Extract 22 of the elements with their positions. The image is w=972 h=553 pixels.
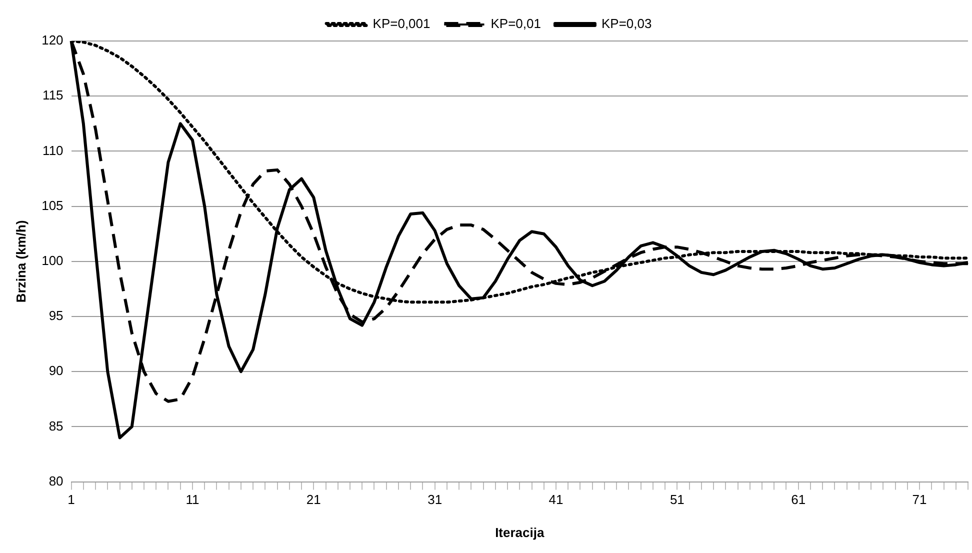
x-tick-label: 51 <box>670 492 684 508</box>
y-tick-label: 115 <box>42 88 64 103</box>
x-tick-label: 11 <box>186 492 200 508</box>
x-tick-label: 61 <box>791 492 806 508</box>
x-tick-label: 1 <box>68 492 75 508</box>
y-tick-label: 120 <box>42 32 64 48</box>
legend-label: KP=0,03 <box>601 16 652 32</box>
y-tick-label: 95 <box>48 308 64 324</box>
y-tick-label: 110 <box>42 142 64 158</box>
x-tick-label: 31 <box>428 492 442 508</box>
y-tick-label: 90 <box>48 363 64 378</box>
y-axis-title: Brzina (km/h) <box>13 220 28 303</box>
y-tick-label: 100 <box>42 252 64 268</box>
x-axis-title: Iteracija <box>495 524 545 540</box>
x-tick-label: 41 <box>548 492 564 508</box>
y-tick-label: 85 <box>48 418 64 434</box>
x-tick-label: 71 <box>912 492 927 508</box>
legend-label: KP=0,001 <box>372 16 430 32</box>
y-tick-label: 80 <box>48 473 64 488</box>
x-tick-label: 21 <box>306 492 321 508</box>
legend-label: KP=0,01 <box>490 16 541 32</box>
y-tick-label: 105 <box>42 198 64 213</box>
